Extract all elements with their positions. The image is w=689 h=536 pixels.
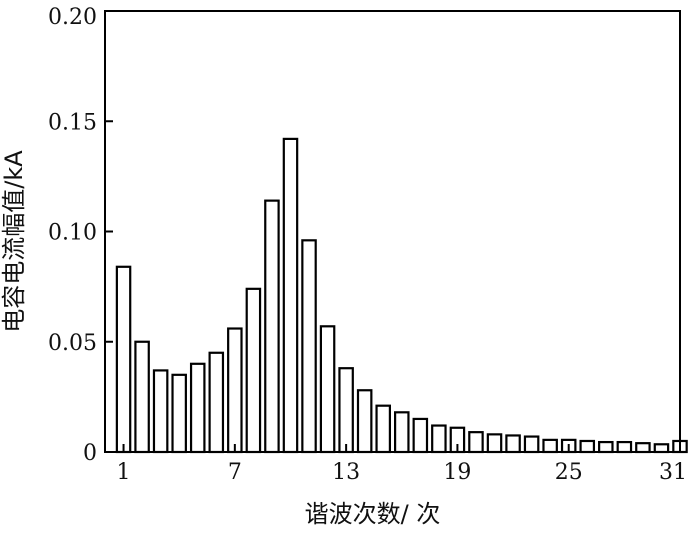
- x-tick-label: 13: [332, 460, 360, 485]
- bar-harmonic-15: [375, 404, 391, 454]
- bar-harmonic-7: [227, 327, 243, 454]
- bar-harmonic-17: [412, 417, 429, 454]
- bar-harmonic-20: [468, 431, 484, 454]
- ticks-group: 0 0.05 0.10 0.15 0.20 1 7 13 19 25 31: [48, 5, 687, 485]
- bar-harmonic-11: [301, 239, 317, 454]
- bar-harmonic-16: [394, 411, 410, 454]
- bar-harmonic-26: [579, 439, 596, 454]
- bar-harmonic-14: [356, 389, 373, 454]
- bar-harmonic-22: [505, 434, 521, 454]
- bar-harmonic-9: [264, 199, 280, 454]
- x-tick-label: 1: [117, 460, 131, 485]
- bar-harmonic-29: [635, 442, 651, 454]
- bar-harmonic-1: [115, 265, 132, 454]
- x-tick-label: 25: [555, 460, 583, 485]
- bar-harmonic-5: [189, 362, 206, 454]
- bar-harmonic-8: [245, 287, 262, 454]
- bar-harmonic-24: [542, 438, 558, 454]
- bar-harmonic-2: [134, 340, 150, 454]
- y-tick-label: 0.20: [48, 5, 97, 30]
- y-tick-label: 0.05: [48, 331, 97, 356]
- x-axis-title: 谐波次数/ 次: [305, 500, 441, 528]
- bar-harmonic-21: [486, 433, 503, 454]
- bar-harmonic-10: [282, 137, 299, 454]
- x-tick-label: 31: [659, 460, 687, 485]
- y-tick-label: 0: [83, 441, 97, 466]
- bar-harmonic-4: [171, 373, 187, 454]
- bar-harmonic-12: [319, 325, 336, 454]
- y-tick-label: 0.10: [48, 221, 97, 246]
- y-axis-title: 电容电流幅值/kA: [0, 150, 28, 333]
- bar-harmonic-18: [431, 424, 447, 454]
- bar-harmonic-13: [338, 367, 354, 454]
- x-tick-label: 7: [228, 460, 242, 485]
- bar-harmonic-23: [523, 435, 540, 454]
- bar-harmonic-30: [653, 443, 670, 454]
- x-tick-label: 19: [443, 460, 471, 485]
- bar-harmonic-28: [616, 440, 633, 454]
- bar-harmonic-3: [152, 369, 169, 454]
- bar-harmonic-6: [208, 351, 225, 454]
- bar-harmonic-27: [598, 440, 614, 454]
- y-tick-label: 0.15: [48, 110, 97, 135]
- bars-group: [115, 137, 688, 454]
